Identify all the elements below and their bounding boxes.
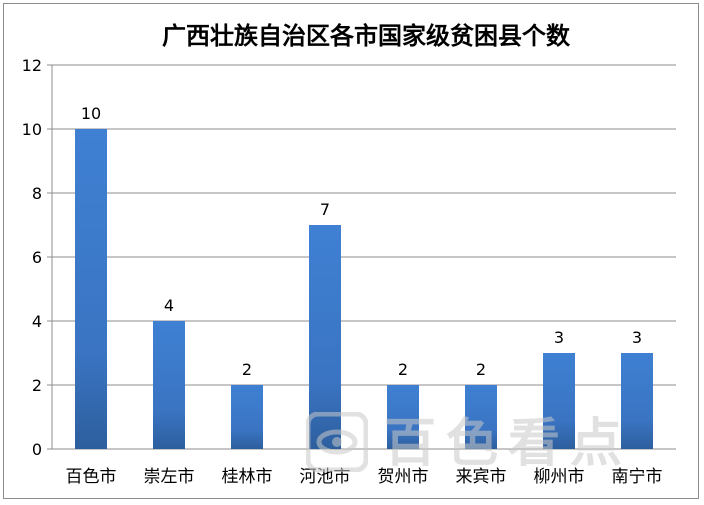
bar-value-label: 3 xyxy=(554,328,564,347)
x-tick-label: 河池市 xyxy=(300,467,351,487)
bar-value-label: 3 xyxy=(632,328,642,347)
x-tick-label: 柳州市 xyxy=(534,467,585,487)
bar-value-label: 10 xyxy=(81,104,101,123)
y-tick-label: 4 xyxy=(32,312,42,331)
x-tick-label: 贺州市 xyxy=(378,467,429,487)
bar xyxy=(75,129,107,449)
bar xyxy=(309,225,341,449)
bar xyxy=(543,353,575,449)
y-tick-label: 6 xyxy=(32,248,42,267)
y-tick-label: 0 xyxy=(32,440,42,459)
bar xyxy=(621,353,653,449)
bar xyxy=(387,385,419,449)
x-tick-label: 百色市 xyxy=(66,467,117,487)
chart-title: 广西壮族自治区各市国家级贫困县个数 xyxy=(162,22,571,50)
x-tick-label: 来宾市 xyxy=(456,467,507,487)
bar-value-label: 2 xyxy=(398,360,408,379)
bar xyxy=(153,321,185,449)
bar-value-label: 4 xyxy=(164,296,174,315)
y-tick-label: 8 xyxy=(32,184,42,203)
y-tick-label: 12 xyxy=(22,56,42,75)
y-tick-label: 10 xyxy=(22,120,42,139)
bar-value-label: 2 xyxy=(242,360,252,379)
x-tick-label: 崇左市 xyxy=(144,467,195,487)
x-tick-label: 南宁市 xyxy=(612,467,663,487)
bar xyxy=(465,385,497,449)
bar-value-label: 7 xyxy=(320,200,330,219)
y-tick-label: 2 xyxy=(32,376,42,395)
bar xyxy=(231,385,263,449)
bar-value-label: 2 xyxy=(476,360,486,379)
x-tick-label: 桂林市 xyxy=(222,467,273,487)
